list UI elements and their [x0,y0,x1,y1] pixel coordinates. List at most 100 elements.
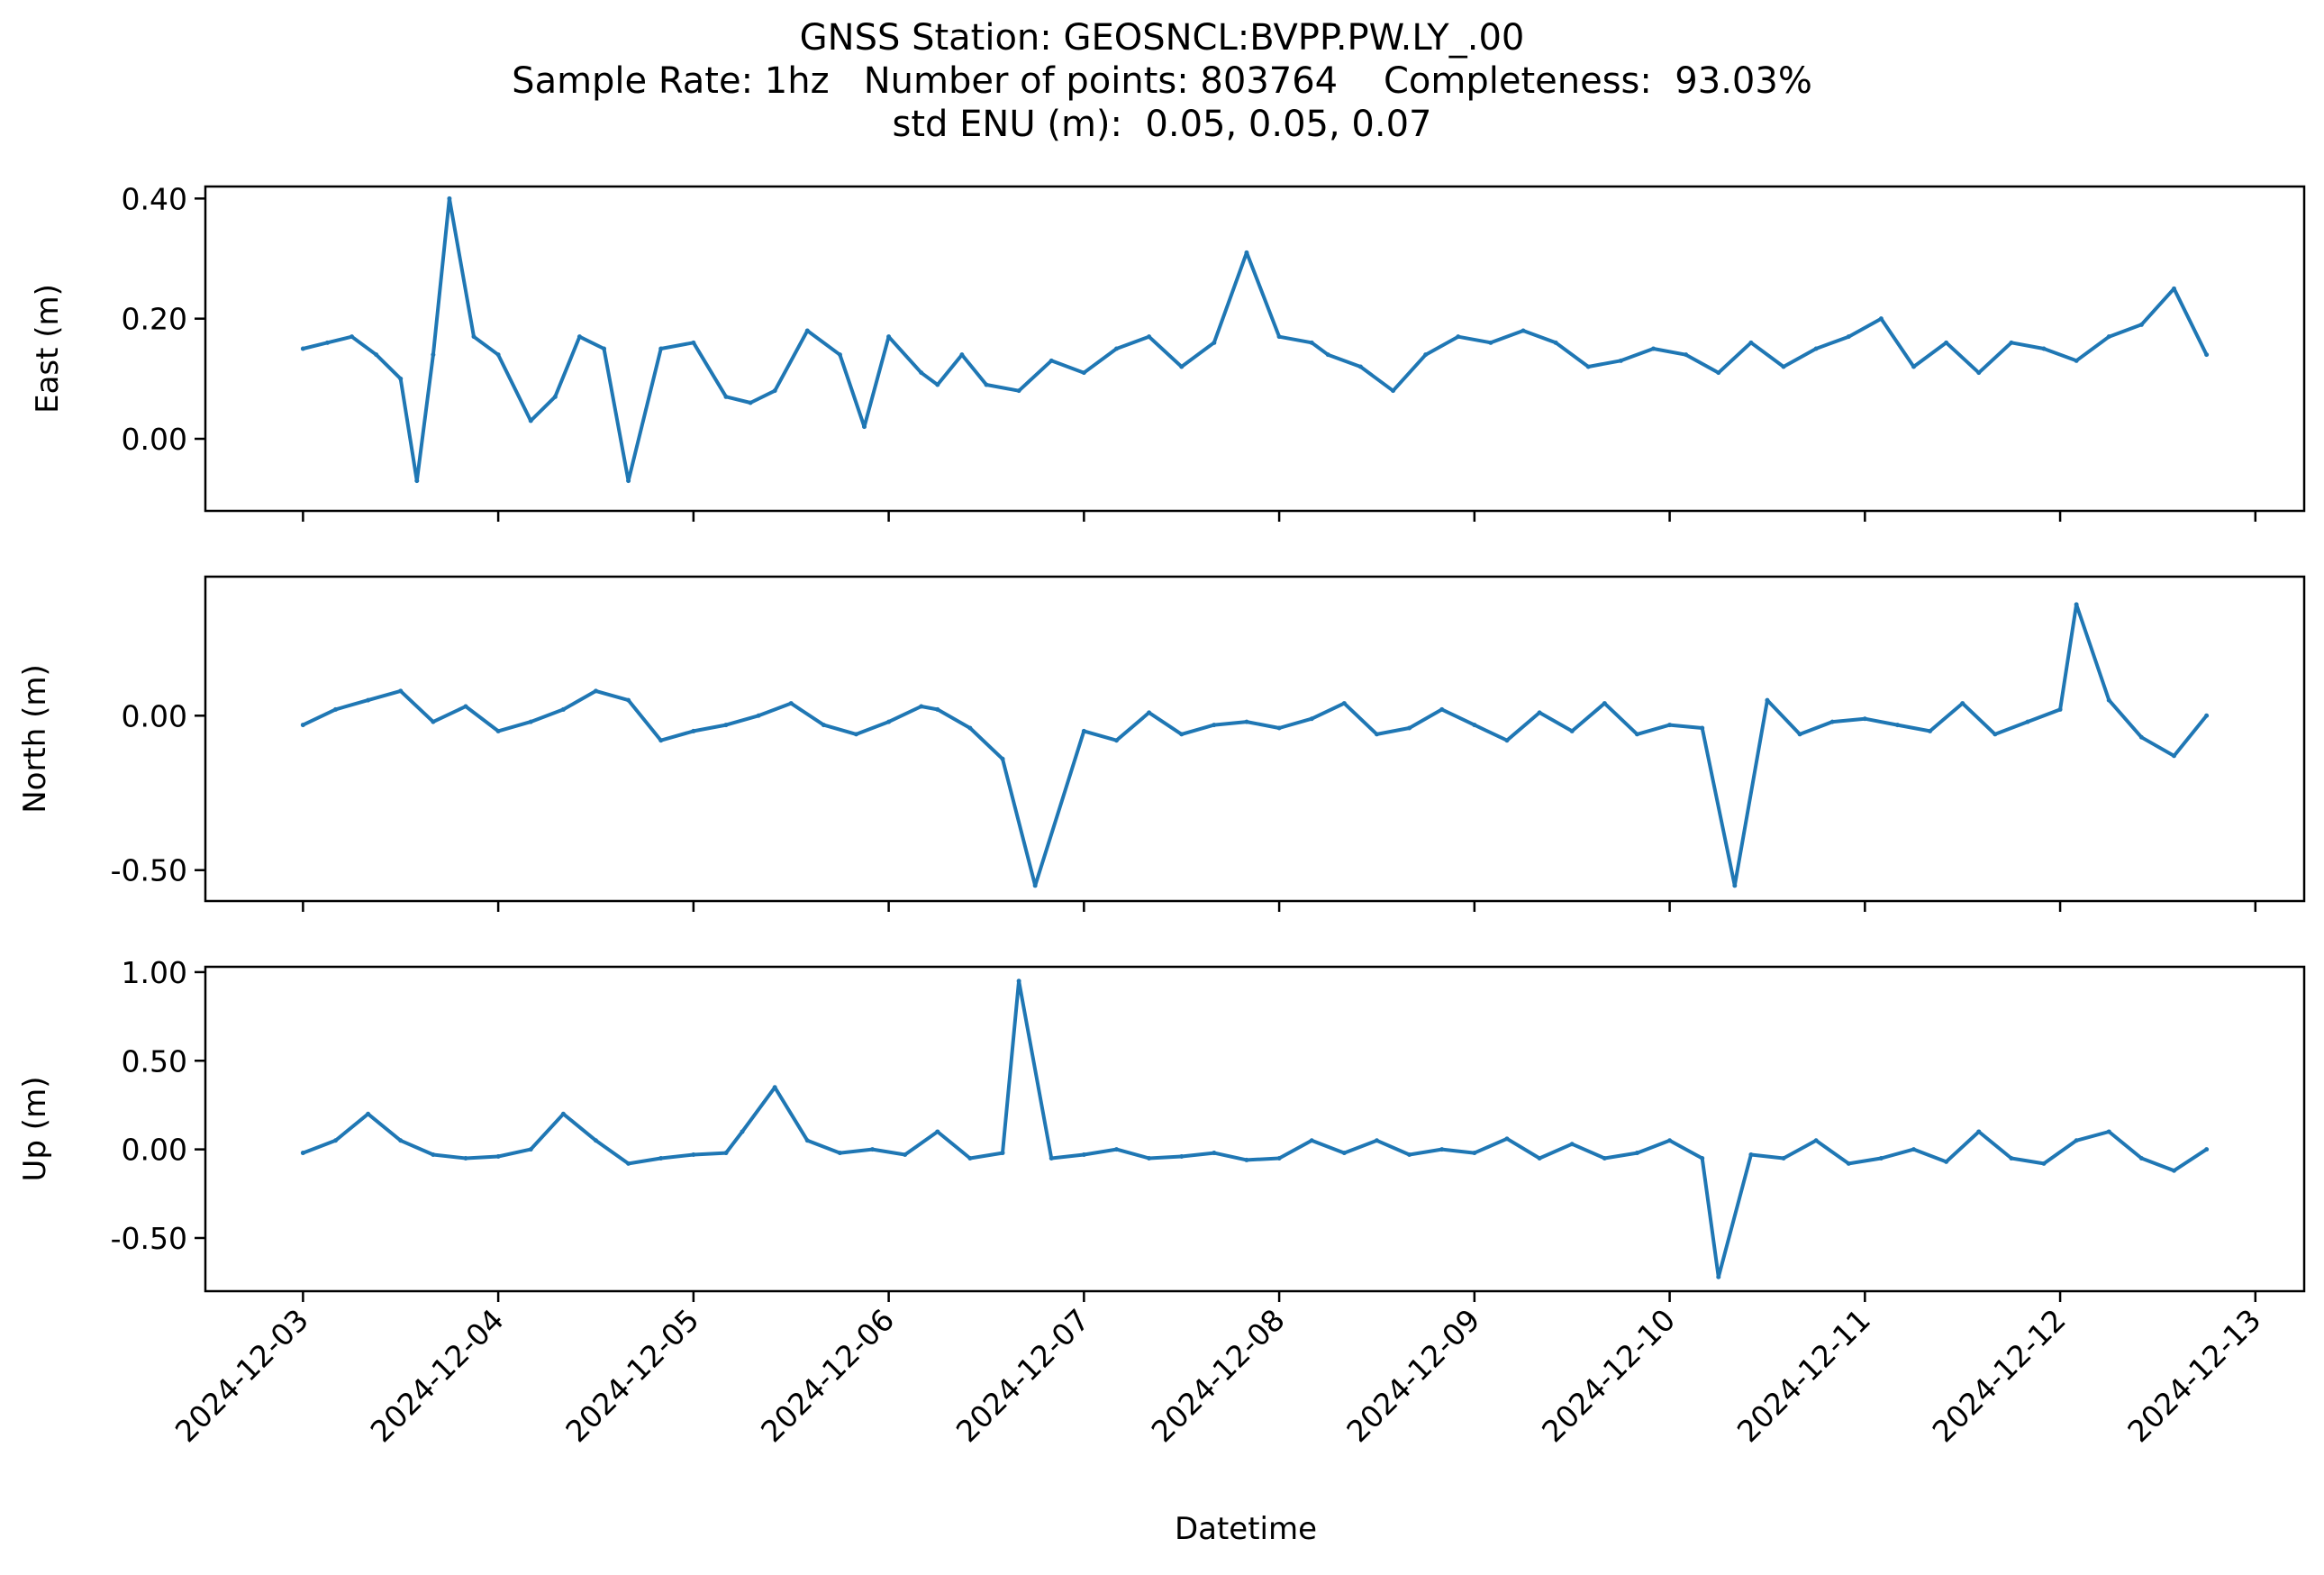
data-point [2204,713,2210,718]
data-point [528,1147,533,1152]
data-point [2009,340,2014,345]
data-point [870,1147,876,1152]
data-point [1781,364,1786,369]
data-point [2106,334,2111,340]
data-point [853,732,858,737]
data-point [862,424,867,430]
data-point [1521,328,1526,333]
x-tick-label: 2024-12-05 [558,1302,705,1449]
x-tick-label: 2024-12-08 [1145,1302,1292,1449]
data-point [658,1155,664,1161]
data-point [431,352,436,358]
data-point [1602,701,1607,706]
data-point [1700,1155,1705,1161]
data-point [324,340,330,345]
y-axis-label: Up (m) [17,1077,53,1182]
data-point [1276,1155,1282,1161]
data-point [935,382,940,387]
data-point [935,1129,940,1134]
series-line-2-0 [302,979,2208,1279]
data-point [2138,322,2144,327]
data-point [1179,732,1185,737]
y-tick-label: 0.50 [122,1043,187,1079]
data-point [398,688,404,694]
series-line-1-0 [302,602,2209,888]
data-point [1472,1151,1477,1156]
data-point [919,370,924,376]
data-point [1960,701,1965,706]
data-point [431,719,436,724]
data-point [1423,352,1429,358]
data-point [967,1155,973,1161]
data-point [1049,358,1054,363]
subplot-2: -0.50 0.00 0.50 1.00 2024-12-03 2024-12-04 202… [17,955,2306,1547]
data-point [1212,340,1217,345]
data-point [2041,1161,2047,1166]
data-point [903,1152,908,1158]
data-point [1049,1155,1054,1161]
data-point [2025,719,2030,724]
data-point [1797,732,1802,737]
data-point [2074,602,2079,607]
data-point [1651,346,1657,351]
data-point [495,728,501,733]
data-point [1700,725,1705,731]
subplot-0: 0.00 0.20 0.40 East (m) [30,181,2306,522]
data-point [1016,979,1021,984]
data-point [1309,716,1314,722]
data-point [723,394,729,399]
data-point [658,738,664,743]
data-point [1813,1138,1819,1143]
data-point [1081,1152,1086,1158]
data-point [300,1151,305,1156]
data-point [1147,710,1152,715]
data-point [1439,706,1445,712]
data-point [1602,1155,1607,1161]
data-point [1000,756,1005,761]
data-point [2172,286,2177,291]
data-point [691,728,696,733]
data-point [984,382,989,387]
data-point [1634,732,1639,737]
data-point [1341,701,1347,706]
data-point [1374,732,1379,737]
data-point [772,388,777,394]
data-point [2172,753,2177,759]
data-point [1944,340,1949,345]
data-point [2074,1138,2079,1143]
subplot-1: -0.50 0.00 North (m) [17,575,2306,912]
x-tick-label: 2024-12-07 [949,1302,1096,1449]
data-point [723,1151,729,1156]
data-point [919,704,924,709]
data-point [300,346,305,351]
y-tick-label: 0.00 [122,422,187,457]
data-point [1391,388,1396,394]
data-point [1472,723,1477,728]
y-tick-label: -0.50 [111,1221,187,1256]
data-point [1878,1155,1884,1161]
data-point [1846,334,1851,340]
data-point [1911,364,1917,369]
data-point [756,713,761,718]
y-axis-label: East (m) [30,284,66,414]
data-point [1667,1138,1673,1143]
title-line-sampling: Sample Rate: 1hz Number of points: 80376… [512,60,1812,102]
data-point [332,706,338,712]
data-point [366,1111,371,1116]
data-point [1553,340,1558,345]
data-point [1407,1152,1412,1158]
axes-frame [204,185,2306,513]
data-point [447,196,452,201]
data-point [602,346,607,351]
data-point [495,1153,501,1159]
data-point [471,334,477,340]
y-tick-label: -0.50 [111,853,187,888]
data-point [886,719,892,724]
data-point [1081,728,1086,733]
data-point [1976,370,1982,376]
data-point [1928,728,1933,733]
data-point [1032,883,1038,888]
data-point [740,1129,745,1134]
data-point [1212,1151,1217,1156]
data-point [1439,1147,1445,1152]
